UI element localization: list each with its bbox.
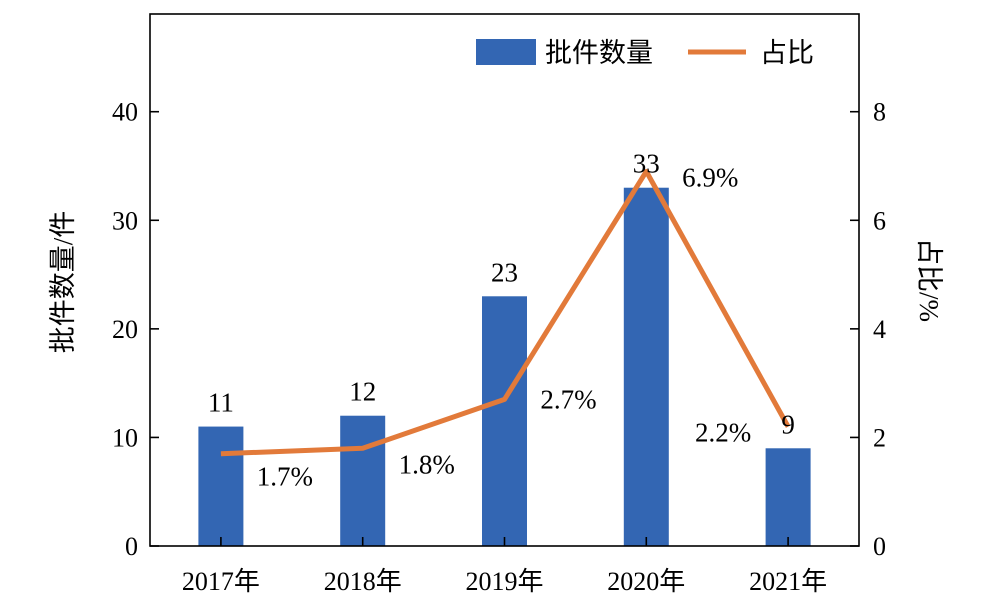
x-tick-label: 2021年 <box>749 567 827 596</box>
left-tick-label: 0 <box>125 532 138 561</box>
ratio-line <box>220 168 791 457</box>
line-series <box>220 168 791 457</box>
bar-value-label: 9 <box>781 409 795 439</box>
right-tick-label: 8 <box>873 98 886 127</box>
bar-value-labels: 11 12 23 33 9 <box>208 149 795 440</box>
left-tick-label: 10 <box>112 423 138 452</box>
y2-axis-title: 占比/% <box>914 238 944 322</box>
right-tick-label: 2 <box>873 423 886 452</box>
bar-value-label: 12 <box>349 377 376 407</box>
line-value-label: 1.7% <box>257 462 313 492</box>
x-axis: 2017年 2018年 2019年 2020年 2021年 <box>182 537 827 596</box>
bar-value-label: 11 <box>208 388 234 418</box>
x-tick-label: 2020年 <box>607 567 685 596</box>
right-tick-label: 4 <box>873 315 886 344</box>
legend: 批件数量 占比 <box>476 38 814 68</box>
bar-value-label: 33 <box>633 149 660 179</box>
line-value-label: 2.2% <box>695 418 751 448</box>
right-axis: 0 2 4 6 8 <box>850 98 886 561</box>
bar-series <box>198 187 811 546</box>
x-tick-label: 2018年 <box>324 567 402 596</box>
left-tick-label: 40 <box>112 98 138 127</box>
x-tick-label: 2017年 <box>182 567 260 596</box>
line-value-labels: 1.7% 1.8% 2.7% 6.9% 2.2% <box>257 162 751 491</box>
bar <box>340 415 386 546</box>
y-axis-title: 批件数量/件 <box>48 211 78 354</box>
line-value-label: 2.7% <box>540 384 596 414</box>
right-tick-label: 6 <box>873 206 886 235</box>
legend-line-label: 占比 <box>760 38 814 68</box>
bar <box>198 426 244 546</box>
bar <box>482 296 527 546</box>
left-axis: 0 10 20 30 40 <box>112 98 159 561</box>
legend-bar-label: 批件数量 <box>545 38 653 68</box>
line-value-label: 6.9% <box>682 162 738 192</box>
bar <box>765 448 811 546</box>
left-tick-label: 20 <box>112 315 138 344</box>
legend-bar-swatch <box>476 39 536 65</box>
bar <box>623 187 669 546</box>
x-tick-label: 2019年 <box>465 567 543 596</box>
bar-value-label: 23 <box>491 257 518 287</box>
right-tick-label: 0 <box>873 532 886 561</box>
left-tick-label: 30 <box>112 206 138 235</box>
line-value-label: 1.8% <box>399 449 455 479</box>
